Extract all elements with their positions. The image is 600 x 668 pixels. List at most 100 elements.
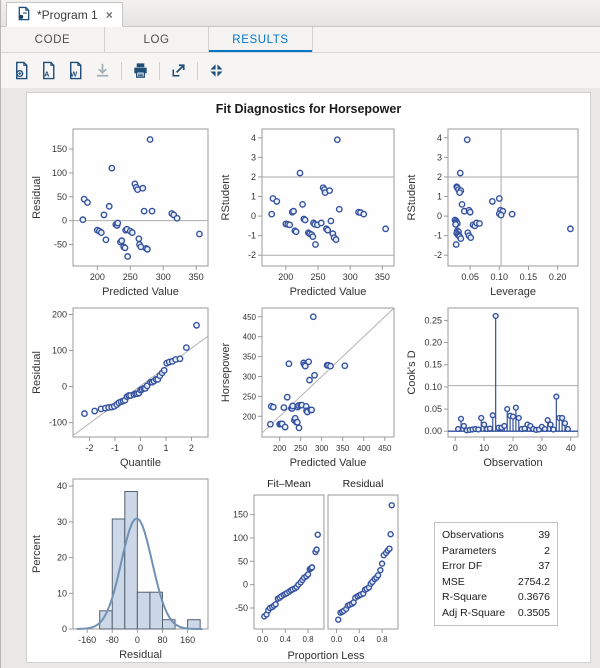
svg-text:Residual: Residual [119, 649, 162, 661]
cooksd-vs-observation-svg: 0.00 0.05 0.10 0.15 0.20 0.25 0 10 20 30 40 Observa… [406, 307, 579, 469]
horsepower-vs-predicted-svg: 200 250 300 350 400 450 200 250 300 350 400 450 Pred… [220, 307, 395, 469]
svg-text:Percent: Percent [31, 535, 43, 573]
download-html-icon[interactable] [8, 58, 35, 84]
svg-text:450: 450 [243, 313, 257, 322]
stat-label: R-Square [442, 591, 487, 603]
svg-text:0: 0 [453, 443, 458, 453]
svg-text:100: 100 [233, 533, 248, 543]
svg-text:250: 250 [243, 392, 257, 401]
svg-text:0: 0 [251, 211, 256, 221]
svg-text:40: 40 [566, 443, 576, 453]
stat-row: Observations 39 [442, 528, 550, 544]
tab-program-1[interactable]: *Program 1 × [6, 2, 123, 27]
download-pdf-icon[interactable]: A [35, 58, 62, 84]
tab-title: *Program 1 [37, 7, 98, 22]
tab-code[interactable]: CODE [1, 27, 105, 52]
svg-text:0: 0 [62, 382, 67, 392]
svg-text:400: 400 [243, 333, 257, 342]
svg-text:0.15: 0.15 [424, 360, 442, 370]
stat-label: Parameters [442, 544, 497, 557]
svg-text:1: 1 [437, 192, 442, 202]
plot-fitmean-residual-spread: Fit–Mean 0.0 0.4 0.8 Residual 0.0 0.4 0.8 -50 0 50… [218, 471, 404, 663]
svg-text:Predicted Value: Predicted Value [290, 286, 367, 298]
svg-text:0.05: 0.05 [424, 404, 442, 414]
stat-value: 2754.2 [517, 575, 550, 588]
svg-text:0.10: 0.10 [424, 382, 442, 392]
svg-text:200: 200 [278, 272, 293, 282]
svg-text:150: 150 [52, 144, 67, 154]
svg-text:Quantile: Quantile [120, 457, 161, 469]
diagnostics-grid: -50 0 50 100 150 200 250 300 350 Predicted Value R… [27, 121, 590, 663]
svg-text:A: A [44, 70, 49, 78]
plot-residual-vs-predicted: -50 0 50 100 150 200 250 300 350 Predicted Value R… [29, 121, 218, 300]
view-tabs: CODE LOG RESULTS [1, 27, 600, 53]
svg-text:300: 300 [156, 272, 171, 282]
toolbar-divider [121, 61, 122, 80]
svg-text:-2: -2 [248, 250, 256, 260]
stat-row: MSE 2754.2 [442, 575, 550, 591]
svg-text:160: 160 [180, 635, 195, 645]
svg-text:RStudent: RStudent [406, 175, 418, 221]
svg-text:350: 350 [336, 444, 350, 453]
svg-text:0: 0 [62, 216, 67, 226]
fit-statistics-table: Observations 39 Parameters 2 Error DF 37 MSE 27… [434, 522, 558, 626]
toolbar-divider [197, 61, 198, 80]
toolbar-divider [159, 61, 160, 80]
tab-results[interactable]: RESULTS [209, 27, 313, 52]
stat-label: Adj R-Square [442, 606, 506, 619]
svg-text:-50: -50 [54, 240, 67, 250]
svg-text:0.10: 0.10 [491, 272, 509, 282]
stat-label: MSE [442, 575, 465, 588]
svg-text:200: 200 [90, 272, 105, 282]
svg-text:0: 0 [138, 443, 143, 453]
svg-text:Residual: Residual [31, 176, 43, 219]
svg-text:300: 300 [243, 372, 257, 381]
svg-text:30: 30 [537, 443, 547, 453]
svg-text:450: 450 [378, 444, 392, 453]
svg-text:80: 80 [157, 635, 167, 645]
tab-log[interactable]: LOG [105, 27, 209, 52]
figure-title: Fit Diagnostics for Horsepower [215, 102, 402, 116]
svg-text:250: 250 [311, 272, 326, 282]
plot-residual-vs-quantile: -100 0 100 200 -2 -1 0 1 2 Quantile Residual [29, 300, 218, 471]
svg-text:350: 350 [375, 272, 390, 282]
stat-value: 37 [538, 560, 550, 572]
svg-text:-80: -80 [106, 635, 119, 645]
stat-label: Error DF [442, 560, 483, 572]
residual-vs-predicted-svg: -50 0 50 100 150 200 250 300 350 Predicted Value R… [31, 128, 209, 298]
fit-statistics-cell: Observations 39 Parameters 2 Error DF 37 MSE 27… [404, 471, 588, 663]
stat-label: Observations [442, 529, 504, 541]
svg-text:0: 0 [135, 635, 140, 645]
exit-maximize-icon[interactable] [203, 58, 230, 84]
download-icon [89, 58, 116, 84]
svg-text:-1: -1 [111, 443, 119, 453]
svg-text:0.00: 0.00 [424, 426, 442, 436]
open-new-window-icon[interactable] [165, 58, 192, 84]
residual-vs-quantile-svg: -100 0 100 200 -2 -1 0 1 2 Quantile Residual [31, 307, 209, 469]
svg-text:RStudent: RStudent [220, 175, 232, 221]
tab-close-icon[interactable]: × [105, 7, 113, 22]
svg-text:Fit–Mean: Fit–Mean [267, 478, 311, 490]
svg-text:3: 3 [251, 152, 256, 162]
svg-text:Residual: Residual [343, 478, 384, 490]
svg-text:W: W [70, 70, 77, 78]
plot-rstudent-vs-predicted: -2 -1 0 1 2 3 4 200 250 300 350 Predicted Value RStu… [218, 121, 404, 300]
svg-text:2: 2 [189, 443, 194, 453]
svg-text:4: 4 [251, 133, 256, 143]
svg-text:300: 300 [343, 272, 358, 282]
stat-value: 2 [544, 544, 550, 557]
print-icon[interactable] [127, 58, 154, 84]
svg-text:0.8: 0.8 [377, 635, 389, 644]
download-rtf-icon[interactable]: W [62, 58, 89, 84]
svg-text:200: 200 [243, 412, 257, 421]
svg-text:300: 300 [315, 444, 329, 453]
rstudent-vs-predicted-svg: -2 -1 0 1 2 3 4 200 250 300 350 Predicted Value RStu… [220, 128, 395, 298]
svg-text:Residual: Residual [31, 351, 43, 394]
svg-text:200: 200 [52, 309, 67, 319]
svg-text:0.25: 0.25 [424, 315, 442, 325]
svg-text:1: 1 [251, 192, 256, 202]
svg-text:400: 400 [357, 444, 371, 453]
svg-text:250: 250 [123, 272, 138, 282]
